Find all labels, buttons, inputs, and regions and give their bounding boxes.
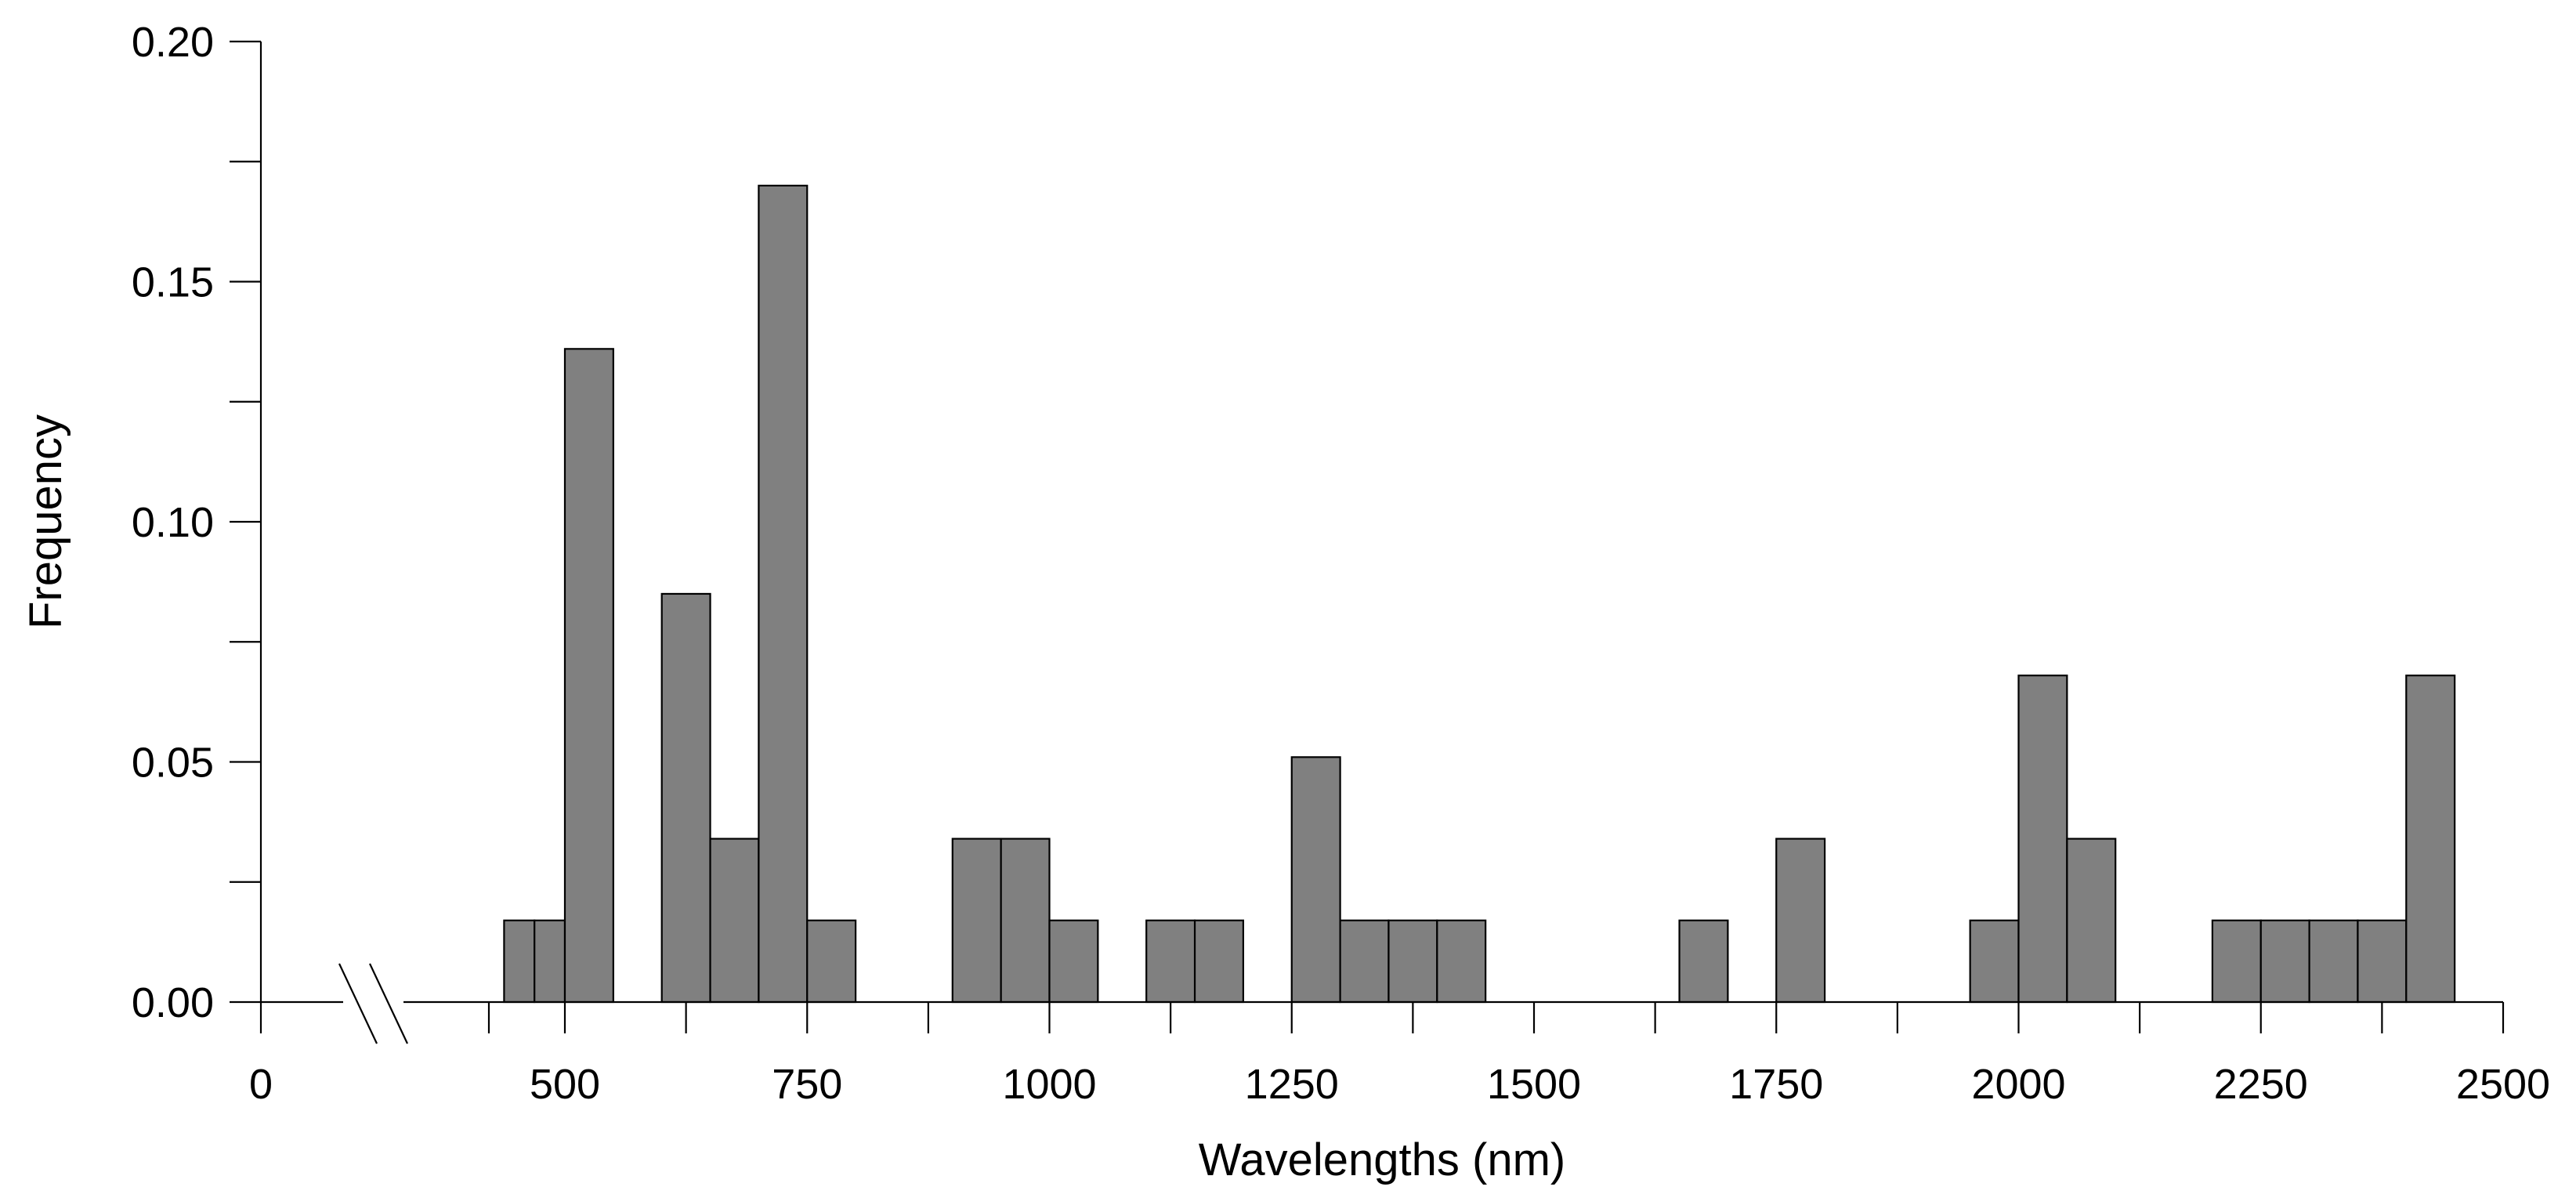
histogram-bar [1339,919,1390,1004]
histogram-bar [1969,919,2020,1004]
histogram-bar [503,919,536,1004]
y-tick-label: 0.00 [132,979,214,1026]
histogram-bar [1678,919,1729,1004]
histogram-bar [660,592,711,1004]
x-tick-label: 2500 [2456,1061,2550,1108]
histogram-bar [1436,919,1487,1004]
x-tick-label: 1750 [1729,1061,1823,1108]
x-tick-label: 1000 [1002,1061,1096,1108]
labels-layer: 0.00 0.05 0.10 0.15 0.20 0 500 750 1000 1250 1500 1… [132,19,2550,1108]
y-tick-label: 0.20 [132,19,214,66]
histogram-bar [2259,919,2310,1004]
histogram-bar [2405,675,2456,1004]
histogram-bar [806,919,857,1004]
y-tick-label: 0.10 [132,499,214,546]
histogram-bar [1775,838,1826,1004]
x-tick-label: 2250 [2214,1061,2308,1108]
bars-layer [503,184,2456,1004]
histogram-bar [2308,919,2359,1004]
x-axis-title: Wavelengths (nm) [1199,1134,1565,1185]
histogram-bar [1048,919,1099,1004]
histogram-bar [709,838,760,1004]
x-tick-label: 750 [772,1061,842,1108]
histogram-bar [563,348,614,1004]
y-tick-label: 0.15 [132,259,214,306]
x-tick-label: 1500 [1487,1061,1581,1108]
histogram-bar [951,838,1002,1004]
histogram-bar [1193,919,1245,1004]
histogram-bar [1387,919,1438,1004]
histogram-bar [758,184,809,1004]
axes-layer [230,40,2505,1044]
histogram-bar [534,919,566,1004]
histogram-bar [2017,675,2068,1004]
x-tick-label: 2000 [1971,1061,2065,1108]
histogram-bar [1000,838,1051,1004]
histogram-bar [1145,919,1196,1004]
x-tick-label: 1250 [1245,1061,1339,1108]
x-tick-label: 500 [530,1061,600,1108]
histogram-bar [2211,919,2262,1004]
axis-break-mark [369,963,408,1044]
y-tick-label: 0.05 [132,740,214,787]
histogram-bar [1290,756,1341,1004]
y-axis-title: Frequency [20,414,71,629]
histogram-bar [2066,838,2117,1004]
axis-break-mark [338,963,378,1044]
x-tick-label: 0 [249,1061,273,1108]
histogram-bar [2357,919,2408,1004]
